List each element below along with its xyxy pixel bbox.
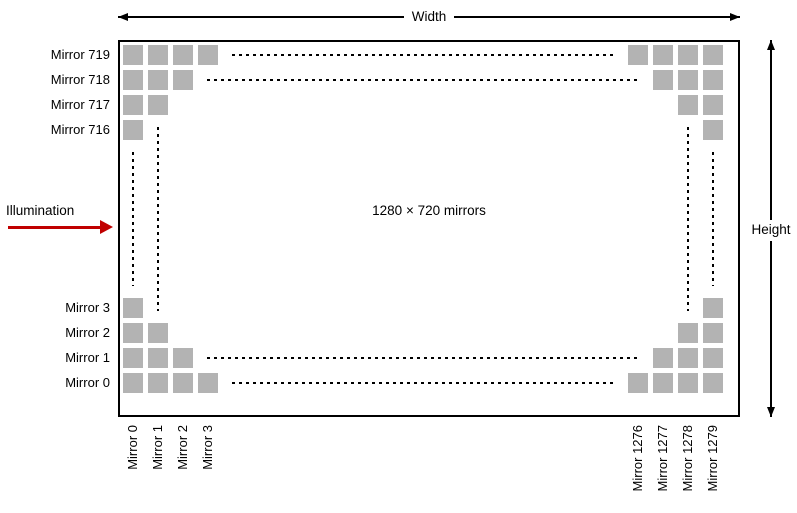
mirror-array-outline bbox=[118, 40, 740, 417]
mirror-square bbox=[173, 373, 193, 393]
mirror-square bbox=[678, 70, 698, 90]
mirror-square bbox=[123, 120, 143, 140]
illumination-label: Illumination bbox=[6, 203, 75, 218]
mirror-square bbox=[678, 348, 698, 368]
mirror-square bbox=[148, 373, 168, 393]
column-label: Mirror 1 bbox=[150, 425, 165, 470]
mirror-square bbox=[173, 70, 193, 90]
row-label: Mirror 2 bbox=[65, 325, 110, 340]
mirror-square bbox=[703, 348, 723, 368]
mirror-square bbox=[703, 323, 723, 343]
row-label: Mirror 718 bbox=[50, 72, 110, 87]
mirror-square bbox=[123, 323, 143, 343]
mirror-square bbox=[703, 373, 723, 393]
width-label: Width bbox=[411, 9, 447, 24]
mirror-square bbox=[703, 298, 723, 318]
mirror-square bbox=[148, 70, 168, 90]
dashed-column-continuation-line bbox=[687, 127, 689, 311]
mirror-square bbox=[173, 348, 193, 368]
mirror-square bbox=[653, 45, 673, 65]
mirror-square bbox=[703, 70, 723, 90]
row-label: Mirror 719 bbox=[50, 47, 110, 62]
width-dimension-line-left bbox=[118, 16, 404, 18]
column-label: Mirror 2 bbox=[175, 425, 190, 470]
row-label: Mirror 1 bbox=[65, 350, 110, 365]
row-label: Mirror 0 bbox=[65, 375, 110, 390]
dashed-column-continuation-line bbox=[712, 152, 714, 286]
dashed-row-continuation-line bbox=[207, 79, 639, 81]
mirror-square bbox=[123, 95, 143, 115]
mirror-square bbox=[148, 95, 168, 115]
dashed-column-continuation-line bbox=[157, 127, 159, 311]
mirror-square bbox=[123, 348, 143, 368]
mirror-square bbox=[173, 45, 193, 65]
mirror-square bbox=[653, 70, 673, 90]
dashed-row-continuation-line bbox=[232, 382, 614, 384]
row-label: Mirror 3 bbox=[65, 300, 110, 315]
height-arrow-down-icon bbox=[767, 407, 775, 417]
mirror-square bbox=[653, 348, 673, 368]
mirror-square bbox=[198, 45, 218, 65]
mirror-square bbox=[123, 298, 143, 318]
mirror-square bbox=[678, 373, 698, 393]
mirror-square bbox=[703, 95, 723, 115]
column-label: Mirror 1279 bbox=[705, 425, 720, 492]
mirror-square bbox=[628, 45, 648, 65]
mirror-square bbox=[148, 323, 168, 343]
mirror-square bbox=[678, 95, 698, 115]
mirror-square bbox=[653, 373, 673, 393]
mirror-square bbox=[148, 348, 168, 368]
mirror-square bbox=[148, 45, 168, 65]
mirror-square bbox=[123, 373, 143, 393]
mirror-square bbox=[703, 120, 723, 140]
array-size-label: 1280 × 720 mirrors bbox=[372, 203, 486, 218]
dashed-row-continuation-line bbox=[207, 357, 639, 359]
width-arrow-right-icon bbox=[730, 13, 740, 21]
dashed-column-continuation-line bbox=[132, 152, 134, 286]
width-dimension-line-right bbox=[454, 16, 740, 18]
illumination-arrow-icon bbox=[100, 220, 113, 234]
mirror-square bbox=[123, 45, 143, 65]
column-label: Mirror 3 bbox=[200, 425, 215, 470]
column-label: Mirror 1278 bbox=[680, 425, 695, 492]
row-label: Mirror 717 bbox=[50, 97, 110, 112]
mirror-square bbox=[703, 45, 723, 65]
height-dimension-line-bottom bbox=[770, 241, 772, 417]
mirror-square bbox=[678, 45, 698, 65]
column-label: Mirror 1277 bbox=[655, 425, 670, 492]
mirror-square bbox=[198, 373, 218, 393]
column-label: Mirror 0 bbox=[125, 425, 140, 470]
mirror-square bbox=[678, 323, 698, 343]
dashed-row-continuation-line bbox=[232, 54, 614, 56]
mirror-square bbox=[628, 373, 648, 393]
height-dimension-line-top bbox=[770, 40, 772, 220]
height-arrow-up-icon bbox=[767, 40, 775, 50]
mirror-square bbox=[123, 70, 143, 90]
illumination-arrow-shaft bbox=[8, 226, 100, 229]
row-label: Mirror 716 bbox=[50, 122, 110, 137]
height-label: Height bbox=[751, 222, 791, 237]
column-label: Mirror 1276 bbox=[630, 425, 645, 492]
width-arrow-left-icon bbox=[118, 13, 128, 21]
